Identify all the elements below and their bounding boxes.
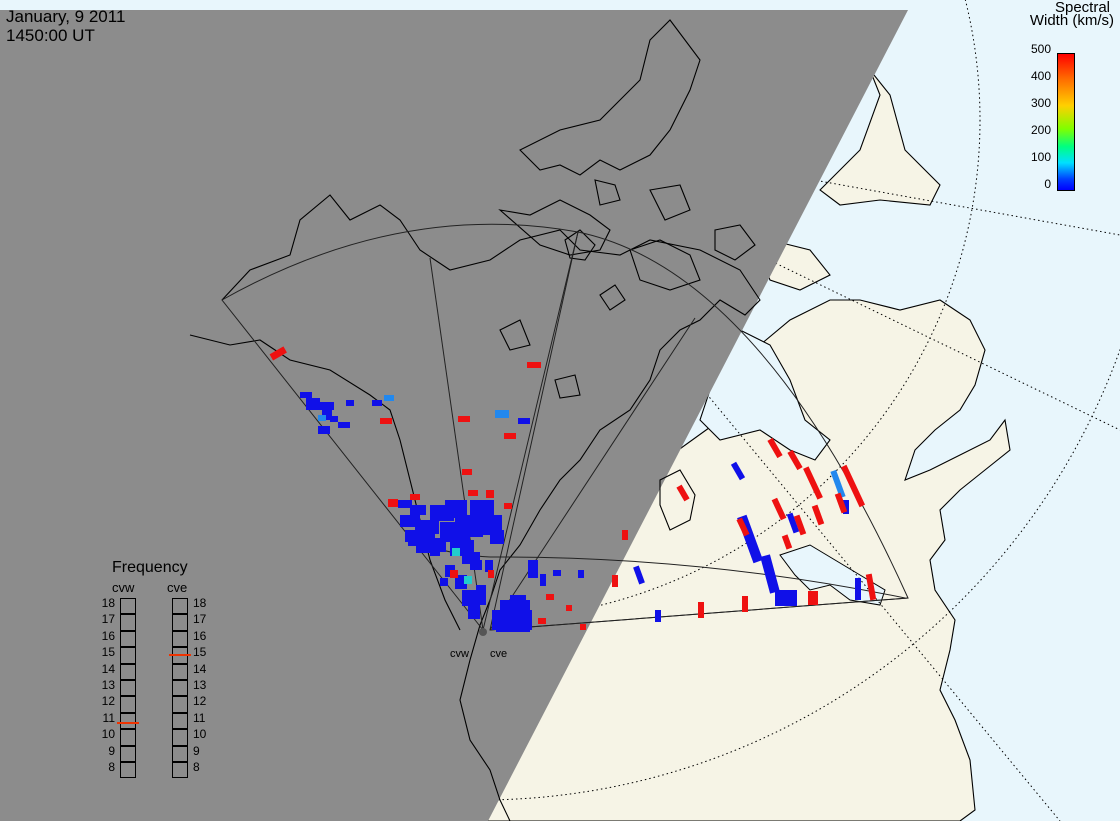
backscatter-mid-values — [318, 395, 846, 584]
frequency-level-label: 11 — [193, 710, 206, 725]
colorbar-title-line1: Spectral — [1054, 0, 1110, 16]
frequency-level-label: 12 — [101, 694, 115, 709]
frequency-level-label: 16 — [193, 628, 207, 643]
frequency-level-label: 13 — [193, 678, 207, 692]
frequency-cell-cve — [172, 762, 188, 779]
frequency-level-label: 8 — [193, 760, 200, 774]
radar-cve-label: cve — [490, 648, 508, 660]
plot-date: January, 9 2011 — [6, 7, 126, 26]
radar-site-marker — [479, 628, 487, 636]
frequency-cell-cve — [172, 696, 188, 713]
frequency-cell-cve — [172, 598, 188, 615]
fov-cve — [489, 231, 909, 631]
fov-cve-mid — [489, 317, 696, 631]
land-north-america-day — [469, 299, 1011, 821]
frequency-level-label: 14 — [193, 661, 207, 676]
frequency-cell-cvw — [120, 598, 136, 615]
frequency-level-label: 18 — [193, 596, 207, 610]
frequency-cell-cve — [172, 663, 188, 680]
colorbar-tick-500: 500 — [1030, 42, 1051, 56]
frequency-level-label: 17 — [193, 612, 207, 627]
frequency-cell-cve — [172, 680, 188, 697]
land-greenland-day — [819, 69, 941, 206]
frequency-cell-cvw — [120, 680, 136, 697]
backscatter-cve-cluster — [492, 560, 584, 632]
frequency-cell-cvw — [120, 647, 136, 664]
frequency-cell-cvw — [120, 745, 136, 762]
frequency-level-label: 9 — [193, 743, 200, 758]
colorbar-tick-400: 400 — [1030, 69, 1051, 83]
frequency-cell-cvw — [120, 729, 136, 746]
night-shading — [0, 10, 908, 821]
frequency-level-label: 10 — [101, 727, 115, 742]
frequency-level-label: 14 — [101, 661, 115, 676]
frequency-cell-cve — [172, 745, 188, 762]
frequency-cvw-label: cvw — [112, 580, 135, 595]
colorbar-title-line2: Width (km/s) — [1029, 12, 1114, 29]
colorbar-tick-300: 300 — [1030, 96, 1051, 110]
frequency-cell-cvw — [120, 696, 136, 713]
frequency-level-label: 17 — [101, 612, 115, 627]
spectral-width-colorbar — [1057, 53, 1075, 191]
frequency-cell-cvw — [120, 663, 136, 680]
radar-cvw-label: cvw — [450, 648, 469, 660]
frequency-cell-cvw — [120, 712, 136, 730]
plot-time: 1450:00 UT — [6, 26, 95, 45]
hudson-bay — [699, 329, 831, 461]
frequency-cell-cve — [172, 614, 188, 631]
frequency-title: Frequency — [112, 559, 188, 576]
frequency-level-label: 12 — [193, 694, 207, 709]
frequency-level-label: 15 — [193, 645, 207, 660]
frequency-level-label: 11 — [102, 710, 115, 725]
frequency-level-label: 9 — [108, 743, 115, 758]
frequency-marker-cve — [169, 654, 191, 657]
backscatter-east-blue — [633, 461, 861, 622]
frequency-level-label: 8 — [108, 760, 115, 774]
frequency-cell-cvw — [120, 762, 136, 779]
frequency-cell-cve — [172, 729, 188, 746]
frequency-level-label: 15 — [101, 645, 115, 660]
frequency-level-label: 10 — [193, 727, 207, 742]
frequency-cell-cvw — [120, 614, 136, 631]
backscatter-high-values — [269, 346, 877, 630]
frequency-level-label: 16 — [101, 628, 115, 643]
frequency-level-label: 18 — [101, 596, 115, 610]
frequency-cve-label: cve — [167, 580, 188, 595]
frequency-cell-cve — [172, 630, 188, 648]
colorbar-tick-200: 200 — [1030, 123, 1051, 137]
frequency-level-label: 13 — [101, 678, 115, 692]
frequency-marker-cvw — [117, 721, 139, 724]
frequency-cell-cvw — [120, 630, 136, 648]
fov-cvw — [221, 223, 579, 632]
backscatter-cvw-cluster — [300, 392, 530, 619]
colorbar-tick-0: 0 — [1044, 177, 1051, 191]
frequency-cell-cve — [172, 712, 188, 730]
colorbar-tick-100: 100 — [1030, 150, 1051, 164]
fov-inner-arc — [489, 556, 906, 599]
